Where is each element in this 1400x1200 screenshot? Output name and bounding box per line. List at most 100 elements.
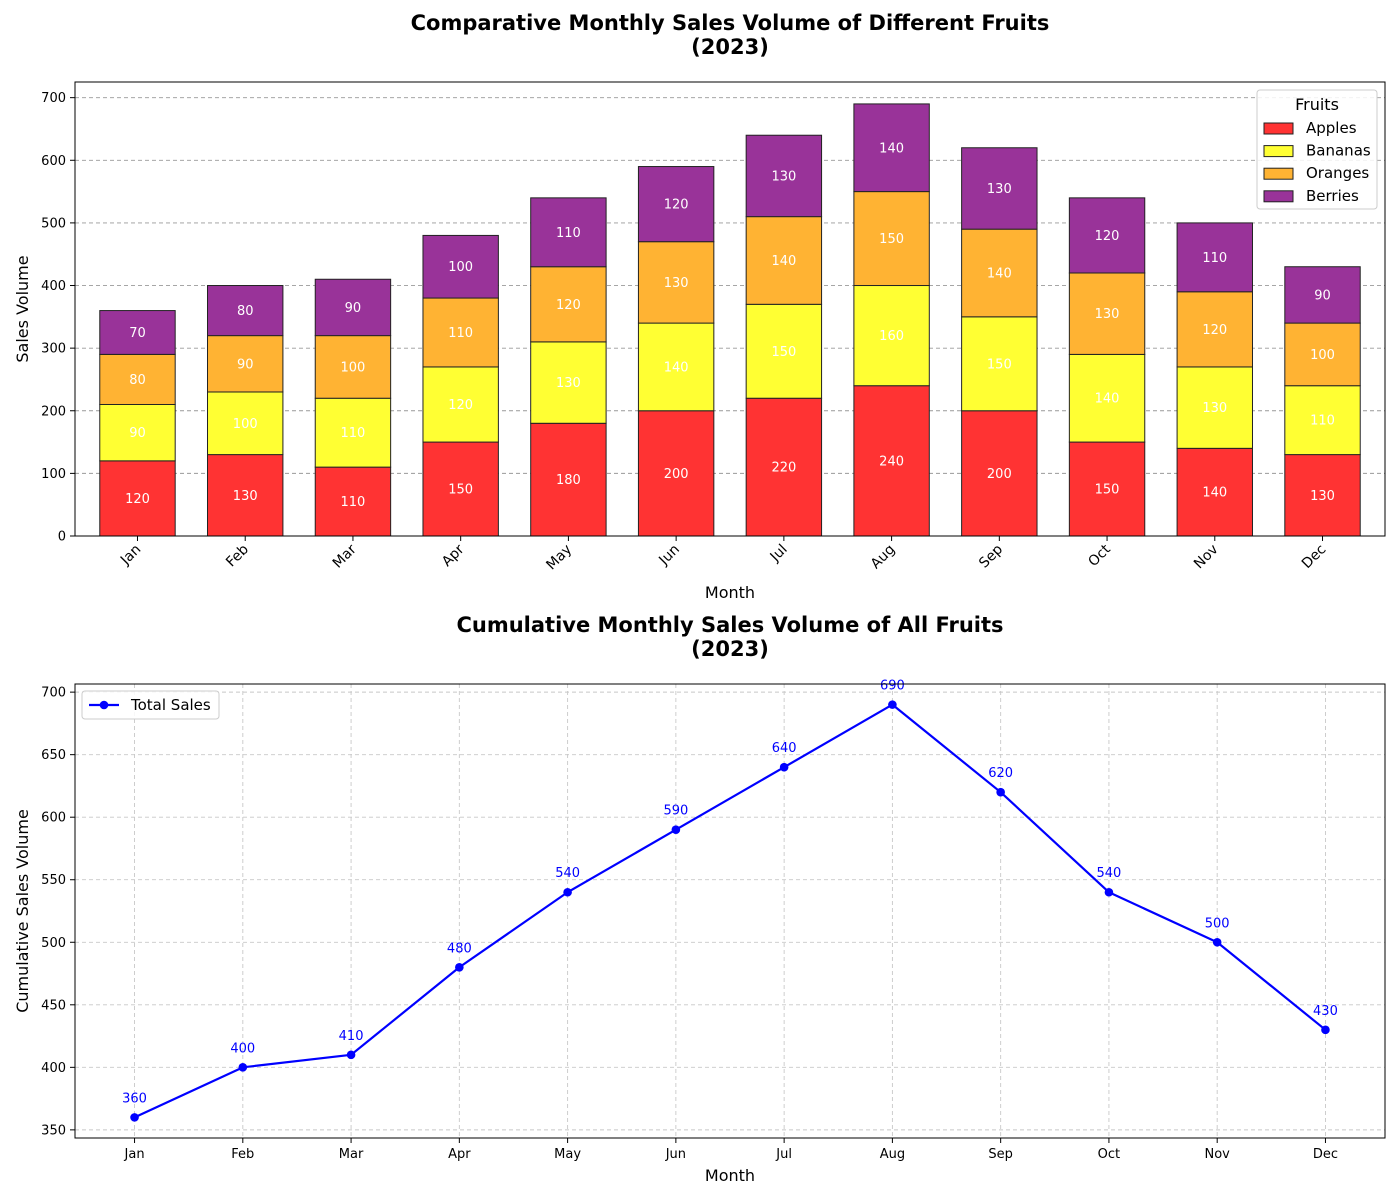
x-axis-label: Month bbox=[705, 1166, 755, 1185]
data-point-label: 410 bbox=[339, 1029, 364, 1044]
bar-segment-berries bbox=[745, 134, 823, 218]
bar-segment-berries bbox=[853, 103, 930, 193]
data-point bbox=[996, 787, 1005, 797]
x-tick-label: Sep bbox=[988, 1147, 1013, 1162]
bar-segment-bananas bbox=[1284, 385, 1361, 456]
bar-value-label: 110 bbox=[341, 495, 366, 510]
bar-value-label: 120 bbox=[664, 198, 689, 213]
x-axis-label: Month bbox=[705, 583, 755, 602]
data-point-label: 690 bbox=[880, 679, 905, 694]
x-tick-label: Aug bbox=[868, 542, 899, 573]
bar-value-label: 130 bbox=[987, 182, 1012, 197]
bar-value-label: 200 bbox=[664, 467, 689, 482]
bar-value-label: 130 bbox=[1202, 401, 1227, 416]
bar-segment-oranges bbox=[1176, 291, 1253, 368]
bar-segment-bananas bbox=[961, 316, 1038, 412]
bar-segment-berries bbox=[99, 310, 176, 355]
bar-value-label: 240 bbox=[879, 454, 904, 469]
bar-value-label: 160 bbox=[879, 329, 904, 344]
bar-segment-berries bbox=[314, 278, 392, 337]
data-point-label: 430 bbox=[1313, 1004, 1338, 1019]
bar-segment-berries bbox=[1284, 266, 1361, 324]
chart-title: Cumulative Monthly Sales Volume of All F… bbox=[456, 613, 1003, 637]
y-tick-label: 550 bbox=[41, 873, 66, 888]
bar-segment-berries bbox=[1068, 197, 1146, 274]
chart-title: Comparative Monthly Sales Volume of Diff… bbox=[411, 11, 1050, 35]
bar-segment-oranges bbox=[422, 297, 499, 368]
bar-value-label: 150 bbox=[771, 345, 796, 360]
x-tick-label: May bbox=[554, 1147, 581, 1162]
x-tick-label: Nov bbox=[1191, 542, 1222, 573]
x-tick-label: Jan bbox=[124, 1147, 145, 1162]
x-tick-label: Sep bbox=[976, 541, 1006, 571]
x-tick-label: Oct bbox=[1098, 1147, 1120, 1162]
x-tick-label: Apr bbox=[439, 541, 468, 570]
legend-label-bananas: Bananas bbox=[1306, 142, 1371, 160]
bar-segment-berries bbox=[1176, 222, 1253, 293]
bar-value-label: 120 bbox=[1095, 229, 1120, 244]
data-point bbox=[1212, 937, 1222, 947]
x-tick-label: Mar bbox=[330, 541, 360, 571]
legend-label-total-sales: Total Sales bbox=[130, 696, 211, 714]
series-line-total-sales bbox=[134, 703, 1327, 1119]
y-tick-label: 600 bbox=[41, 154, 66, 169]
bar-value-label: 90 bbox=[129, 426, 146, 441]
data-point bbox=[455, 962, 464, 972]
x-tick-label: Aug bbox=[880, 1147, 905, 1162]
data-point-label: 590 bbox=[663, 804, 688, 819]
bar-segment-oranges bbox=[314, 335, 392, 399]
bar-value-label: 140 bbox=[1202, 486, 1227, 501]
bar-value-label: 140 bbox=[664, 360, 689, 375]
bar-value-label: 130 bbox=[771, 169, 796, 184]
data-point-label: 500 bbox=[1205, 916, 1230, 931]
bar-segment-bananas bbox=[637, 322, 715, 412]
legend-swatch-marker bbox=[99, 700, 109, 710]
data-point bbox=[671, 825, 681, 835]
data-point bbox=[888, 700, 897, 709]
legend: Fruits Apples Bananas Oranges Berries bbox=[1256, 89, 1378, 210]
data-point-label: 360 bbox=[122, 1091, 147, 1106]
y-tick-label: 400 bbox=[41, 1061, 66, 1076]
y-tick-label: 700 bbox=[41, 91, 66, 106]
data-point bbox=[1321, 1025, 1330, 1035]
legend-label-berries: Berries bbox=[1306, 187, 1359, 205]
legend-swatch-berries bbox=[1263, 190, 1294, 203]
y-tick-label: 300 bbox=[41, 342, 66, 357]
data-point-label: 640 bbox=[772, 741, 797, 756]
bar-segment-bananas bbox=[853, 285, 930, 387]
y-tick-label: 100 bbox=[41, 467, 66, 482]
bar-segment-bananas bbox=[314, 397, 392, 468]
legend: Total Sales bbox=[81, 690, 220, 720]
x-tick-label: Jan bbox=[117, 542, 144, 569]
bar-value-label: 100 bbox=[448, 260, 473, 275]
data-point bbox=[779, 762, 789, 772]
bar-value-label: 130 bbox=[1310, 489, 1335, 504]
y-tick-label: 350 bbox=[41, 1123, 66, 1138]
bar-segment-berries bbox=[207, 285, 284, 337]
y-tick-label: 400 bbox=[41, 279, 66, 294]
bar-segment-bananas bbox=[99, 403, 176, 462]
x-tick-label: Mar bbox=[339, 1147, 364, 1162]
bar-value-label: 80 bbox=[237, 304, 254, 319]
bar-value-label: 70 bbox=[129, 326, 146, 341]
data-point bbox=[563, 887, 572, 897]
y-tick-label: 600 bbox=[41, 811, 66, 826]
bar-segment-apples bbox=[1284, 454, 1361, 537]
x-tick-label: Feb bbox=[223, 541, 252, 570]
legend-title: Fruits bbox=[1295, 95, 1339, 114]
data-point-label: 480 bbox=[447, 941, 472, 956]
data-point-label: 400 bbox=[230, 1041, 255, 1056]
x-tick-label: May bbox=[543, 542, 575, 574]
bar-segment-apples bbox=[207, 454, 284, 537]
bar-segment-apples bbox=[314, 466, 392, 537]
stacked-bar-chart: Comparative Monthly Sales Volume of Diff… bbox=[13, 11, 1386, 602]
y-tick-label: 700 bbox=[41, 686, 66, 701]
bar-value-label: 180 bbox=[556, 473, 581, 488]
bar-segment-oranges bbox=[961, 228, 1038, 318]
data-point-label: 540 bbox=[1097, 866, 1122, 881]
bar-segment-berries bbox=[530, 197, 607, 268]
bar-value-label: 150 bbox=[987, 357, 1012, 372]
x-tick-label: Apr bbox=[448, 1147, 471, 1162]
bar-segment-apples bbox=[422, 441, 499, 537]
